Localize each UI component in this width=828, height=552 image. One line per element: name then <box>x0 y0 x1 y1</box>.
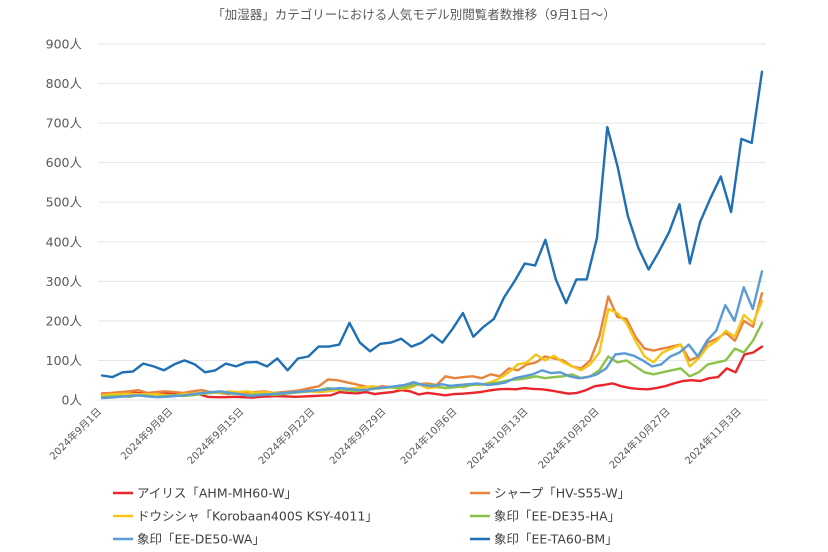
legend-label: ドウシシャ「Korobaan400S KSY-4011」 <box>137 509 378 524</box>
grid-lines <box>98 43 766 401</box>
x-tick-label: 2024年10月20日 <box>535 405 601 471</box>
x-tick-label: 2024年9月1日 <box>47 405 104 462</box>
chart-title: 「加湿器」カテゴリーにおける人気モデル別閲覧者数推移（9月1日〜） <box>212 7 615 22</box>
x-tick-label: 2024年10月27日 <box>606 405 672 471</box>
series-lines <box>100 70 764 400</box>
y-tick-label: 900人 <box>46 37 83 52</box>
x-tick-label: 2024年9月29日 <box>327 405 389 467</box>
y-tick-label: 200人 <box>46 313 83 328</box>
x-tick-label: 2024年9月8日 <box>118 405 175 462</box>
y-tick-label: 400人 <box>46 234 83 249</box>
y-axis-ticks: 0人 100人 200人 300人 400人 500人 600人 700人 800人 900人 <box>46 37 83 408</box>
y-tick-label: 100人 <box>46 353 83 368</box>
y-tick-label: 500人 <box>46 195 83 210</box>
y-tick-label: 700人 <box>46 116 83 131</box>
x-tick-label: 2024年11月3日 <box>682 405 744 467</box>
y-tick-label: 300人 <box>46 274 83 289</box>
series-line-6 <box>100 70 764 379</box>
x-tick-label: 2024年9月22日 <box>255 405 317 467</box>
legend-label: 象印「EE-DE35-HA」 <box>494 509 620 524</box>
y-tick-label: 800人 <box>46 76 83 91</box>
series-line-5 <box>100 270 764 400</box>
legend-label: シャープ「HV-S55-W」 <box>494 486 630 501</box>
y-tick-label: 0人 <box>62 393 83 408</box>
series-line-1 <box>100 345 764 399</box>
legend-label: 象印「EE-DE50-WA」 <box>137 532 265 547</box>
legend-label: 象印「EE-TA60-BM」 <box>494 532 618 547</box>
series-line-2 <box>100 292 764 396</box>
x-tick-label: 2024年10月13日 <box>464 405 530 471</box>
x-axis-ticks: 2024年9月1日 2024年9月8日 2024年9月15日 2024年9月22日 20… <box>47 405 744 471</box>
x-tick-label: 2024年9月15日 <box>184 405 246 467</box>
legend: アイリス「AHM-MH60-W」 シャープ「HV-S55-W」ドウシシャ「Koro… <box>113 486 630 547</box>
x-tick-label: 2024年10月6日 <box>398 405 460 467</box>
y-tick-label: 600人 <box>46 155 83 170</box>
legend-label: アイリス「AHM-MH60-W」 <box>137 486 297 501</box>
